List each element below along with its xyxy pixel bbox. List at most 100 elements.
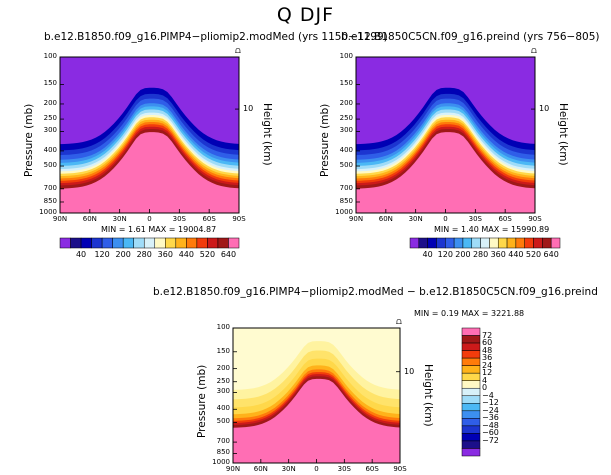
y-tick-label: 500: [43, 161, 57, 170]
colorbar-swatch: [461, 395, 481, 404]
colorbar-swatch: [461, 448, 481, 457]
x-tick-label: 60S: [498, 215, 512, 223]
colorbar-swatch: [533, 237, 543, 249]
colorbar-label: 4: [482, 375, 488, 385]
colorbar-label: 72: [482, 330, 493, 340]
colorbar-label: 60: [482, 338, 493, 348]
colorbar-swatch: [461, 403, 481, 412]
x-tick-label: 90N: [225, 465, 241, 473]
colorbar-swatch: [461, 387, 481, 397]
y-tick-label: 150: [339, 79, 353, 88]
colorbar-swatch: [143, 237, 156, 249]
colorbar-swatch: [445, 237, 455, 249]
colorbar-label: 280: [472, 250, 489, 259]
colorbar-swatch: [91, 237, 103, 249]
x-tick-label: 0: [443, 215, 448, 223]
height-tick-label: 10: [243, 104, 254, 114]
colorbar-swatch: [133, 237, 145, 249]
colorbar-swatch: [506, 237, 517, 249]
colorbar-swatch: [461, 350, 481, 359]
colorbar-swatch: [471, 237, 481, 249]
colorbar-swatch: [461, 372, 481, 381]
contour-band-9: [233, 378, 400, 463]
figure-title: Q DJF: [276, 4, 335, 26]
pressure-axis-label: Pressure (mb): [23, 103, 35, 177]
y-tick-label: 200: [339, 98, 353, 107]
y-tick-label: 700: [216, 437, 230, 446]
y-tick-label: 500: [216, 417, 230, 426]
x-tick-label: 30S: [468, 215, 482, 223]
colorbar-label: 200: [455, 250, 471, 259]
x-tick-label: 60S: [365, 465, 379, 473]
colorbar-label: 12: [482, 368, 493, 378]
colorbar-label: 120: [437, 250, 453, 259]
y-tick-label: 150: [216, 346, 230, 355]
colorbar-swatch: [409, 237, 420, 249]
colorbar-swatch: [154, 237, 166, 249]
colorbar-label: −72: [482, 435, 499, 445]
colorbar-swatch: [217, 237, 229, 249]
colorbar-label: −36: [482, 413, 499, 423]
x-tick-label: 90S: [528, 215, 542, 223]
colorbar-label: 640: [543, 250, 559, 259]
colorbar-swatch: [196, 237, 208, 249]
colorbar-swatch: [524, 237, 534, 249]
x-tick-label: 60N: [82, 215, 97, 223]
x-tick-label: 0: [314, 465, 319, 473]
colorbar-label: 640: [220, 250, 237, 259]
colorbar-swatch: [165, 237, 177, 249]
colorbar-swatch: [461, 425, 481, 434]
x-tick-label: 90N: [348, 215, 364, 223]
colorbar-swatch: [418, 237, 428, 249]
colorbar-swatch: [550, 237, 561, 249]
colorbar-swatch: [461, 440, 481, 449]
colorbar-label: 40: [75, 250, 87, 259]
colorbar-swatch: [497, 237, 508, 249]
colorbar-swatch: [80, 237, 92, 249]
colorbar-label: 200: [115, 250, 131, 259]
colorbar-label: 120: [94, 250, 110, 259]
y-tick-label: 100: [43, 52, 57, 60]
colorbar-swatch: [207, 237, 219, 249]
colorbar-label: −60: [482, 428, 499, 438]
colorbar-label: 24: [482, 360, 493, 370]
colorbar-swatch: [480, 237, 490, 249]
height-tick-label: 10: [539, 104, 550, 114]
colorbar-label: 440: [178, 250, 194, 259]
x-tick-label: 90S: [232, 215, 246, 223]
y-tick-label: 300: [43, 126, 57, 135]
y-tick-label: 850: [43, 196, 57, 205]
colorbar-label: 520: [199, 250, 216, 259]
colorbar-swatch: [453, 237, 464, 249]
y-tick-label: 1000: [39, 208, 57, 216]
colorbar-swatch: [228, 237, 240, 249]
y-tick-label: 400: [43, 145, 57, 154]
colorbar-label: 0: [482, 383, 488, 393]
x-tick-label: 30S: [172, 215, 186, 223]
zoom-marker-icon: ⩍: [531, 46, 537, 56]
colorbar-swatch: [515, 237, 525, 249]
diff-panel-title: b.e12.B1850.f09_g16.PIMP4−pliomip2.modMe…: [153, 286, 598, 298]
colorbar-swatch: [461, 410, 481, 419]
height-axis-label: Height (km): [261, 103, 273, 166]
y-tick-label: 200: [216, 363, 230, 372]
y-tick-label: 500: [339, 161, 353, 170]
colorbar-label: 36: [482, 353, 493, 363]
height-tick-label: 10: [404, 366, 415, 376]
colorbar-swatch: [461, 357, 481, 366]
colorbar-swatch: [427, 237, 437, 249]
colorbar-label: −4: [482, 390, 494, 400]
colorbar-swatch: [59, 237, 71, 249]
x-tick-label: 60N: [378, 215, 393, 223]
colorbar-swatch: [461, 418, 481, 427]
y-tick-label: 400: [339, 145, 353, 154]
x-tick-label: 30N: [281, 465, 296, 473]
contour-band-15: [356, 132, 535, 213]
colorbar-label: 520: [525, 250, 542, 259]
colorbar-label: 360: [490, 250, 506, 259]
colorbar-swatch: [489, 237, 499, 249]
y-tick-label: 850: [339, 196, 353, 205]
colorbar-swatch: [462, 237, 473, 249]
y-tick-label: 100: [216, 323, 230, 331]
